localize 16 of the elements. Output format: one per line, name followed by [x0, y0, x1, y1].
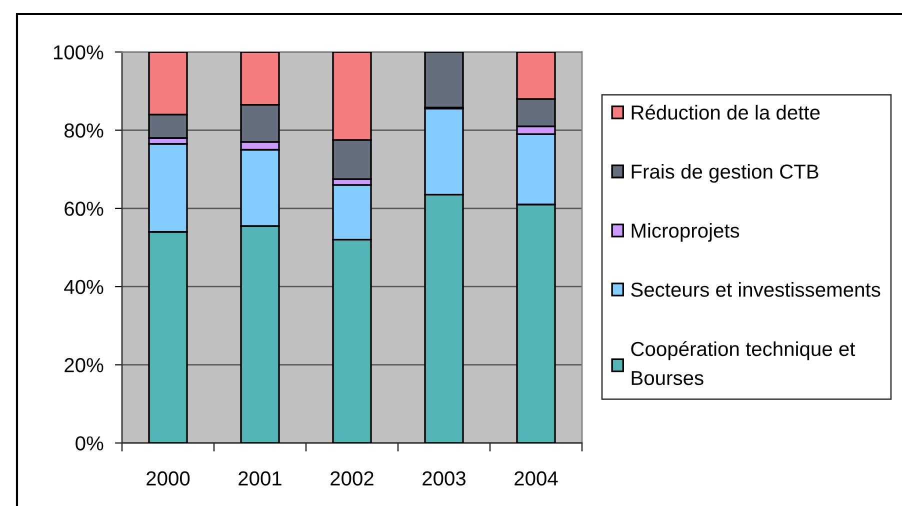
y-tick-label: 0% [76, 436, 104, 450]
legend-label: Frais de gestion CTB [632, 164, 818, 183]
legend-label: Microprojets [632, 223, 740, 242]
y-tick-label: 80% [64, 123, 104, 138]
legend-label: Coopération technique et Bourses [631, 341, 856, 386]
y-tick-label: 40% [64, 280, 104, 294]
x-tick-label: 2004 [514, 471, 558, 486]
y-tick-label: 60% [64, 202, 104, 216]
y-tick-label: 100% [54, 45, 104, 60]
legend-label: Secteurs et investissements [631, 282, 880, 297]
y-tick-label: 20% [64, 358, 104, 372]
x-tick-label: 2000 [146, 471, 190, 486]
legend-label: Réduction de la dette [632, 104, 820, 120]
x-tick-label: 2003 [422, 471, 466, 486]
x-tick-label: 2002 [330, 471, 374, 486]
x-tick-label: 2001 [238, 471, 282, 486]
